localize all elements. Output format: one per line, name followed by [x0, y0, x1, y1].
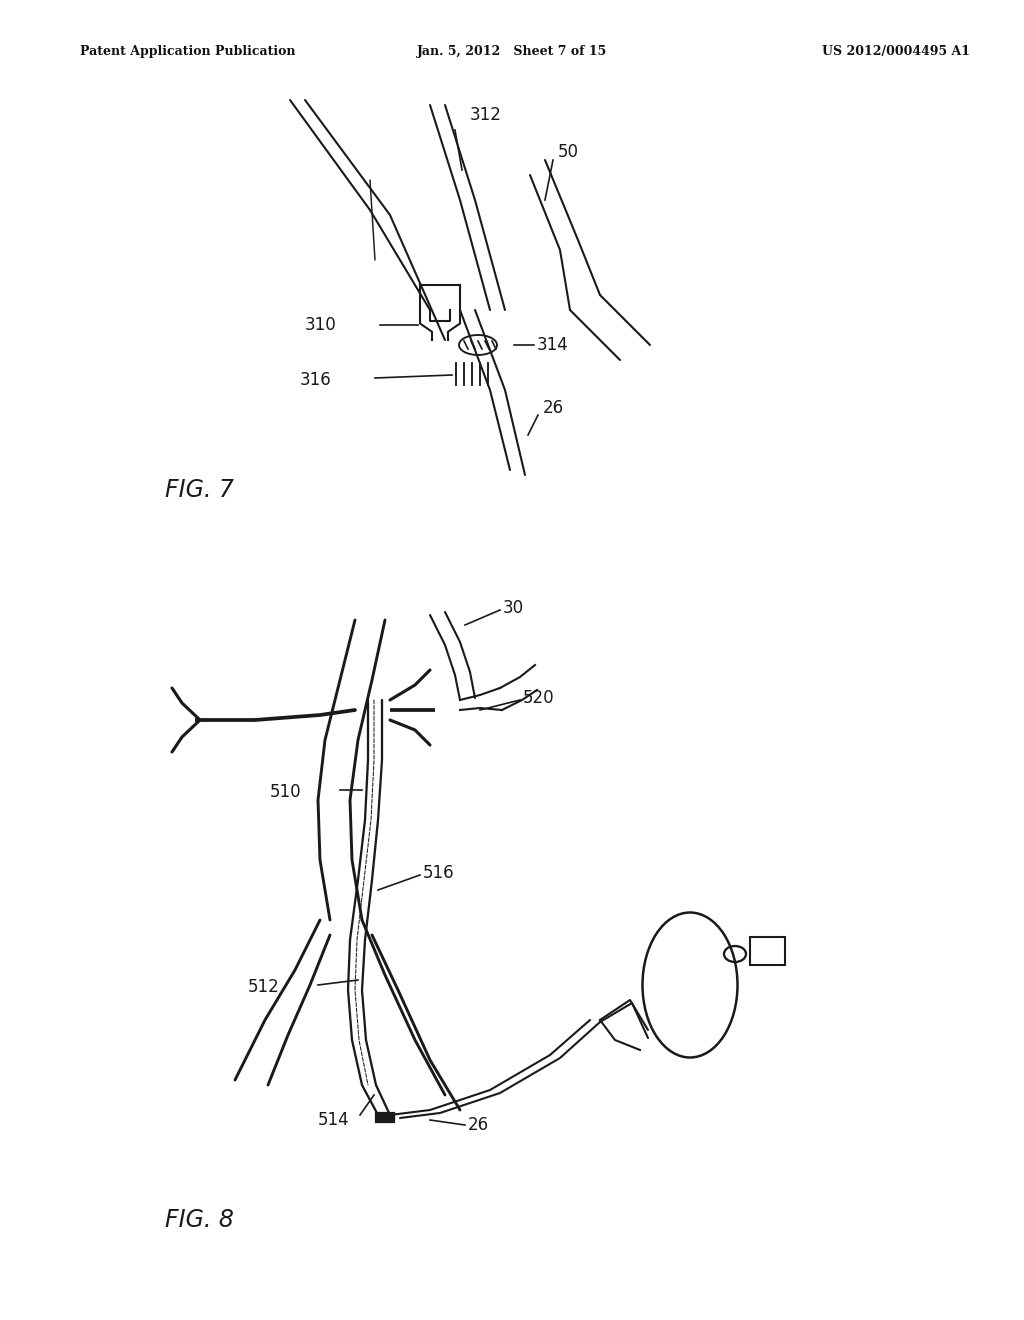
Text: 26: 26	[468, 1115, 489, 1134]
Text: Patent Application Publication: Patent Application Publication	[80, 45, 296, 58]
Text: 514: 514	[318, 1111, 349, 1129]
Text: US 2012/0004495 A1: US 2012/0004495 A1	[822, 45, 970, 58]
Text: 312: 312	[470, 106, 502, 124]
Bar	[750, 937, 785, 965]
Text: 26: 26	[543, 399, 564, 417]
Text: Jan. 5, 2012   Sheet 7 of 15: Jan. 5, 2012 Sheet 7 of 15	[417, 45, 607, 58]
Text: 30: 30	[503, 599, 524, 616]
Text: 516: 516	[423, 865, 455, 882]
Text: FIG. 7: FIG. 7	[165, 478, 233, 502]
Text: 314: 314	[537, 337, 568, 354]
Text: FIG. 8: FIG. 8	[165, 1208, 233, 1232]
Text: 520: 520	[523, 689, 555, 708]
Text: 50: 50	[558, 143, 579, 161]
Text: 316: 316	[300, 371, 332, 389]
Text: 310: 310	[305, 315, 337, 334]
Text: 510: 510	[270, 783, 302, 801]
Text: 512: 512	[248, 978, 280, 997]
